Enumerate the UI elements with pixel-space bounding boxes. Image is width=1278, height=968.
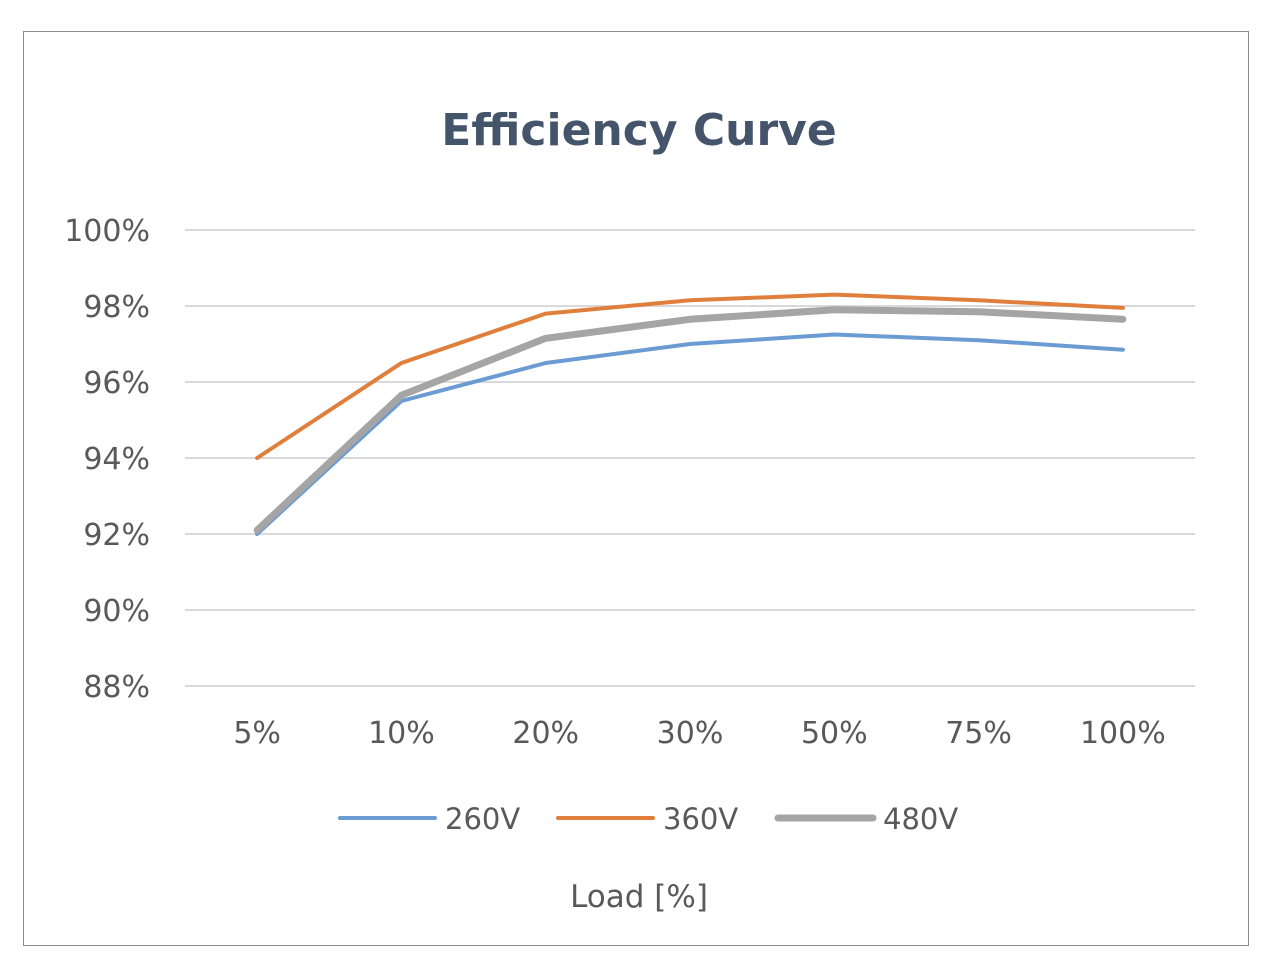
- x-axis-title: Load [%]: [570, 879, 708, 915]
- chart-frame: [23, 31, 1249, 946]
- legend: 260V 360V 480V: [338, 802, 958, 836]
- y-tick-label: 98%: [83, 290, 150, 325]
- chart-title: Efficiency Curve: [441, 105, 836, 156]
- y-tick-label: 90%: [83, 594, 150, 629]
- series-line-360v: [255, 292, 1125, 460]
- legend-label: 480V: [883, 802, 958, 836]
- x-tick-label: 10%: [368, 716, 435, 751]
- gridlines: [185, 229, 1195, 687]
- legend-label: 360V: [663, 802, 738, 836]
- x-tick-label: 20%: [512, 716, 579, 751]
- y-tick-label: 92%: [83, 518, 150, 553]
- y-tick-label: 100%: [64, 214, 150, 249]
- series-line-260v: [255, 332, 1125, 536]
- x-tick-label: 100%: [1080, 716, 1166, 751]
- y-axis-tick-labels: 88% 90% 92% 94% 96% 98% 100%: [64, 214, 150, 705]
- x-tick-label: 5%: [233, 716, 281, 751]
- series-line-480v: [253, 306, 1127, 534]
- x-axis-tick-labels: 5% 10% 20% 30% 50% 75% 100%: [233, 716, 1165, 751]
- x-tick-label: 30%: [657, 716, 724, 751]
- x-tick-label: 50%: [801, 716, 868, 751]
- series-lines: [253, 292, 1127, 536]
- x-tick-label: 75%: [945, 716, 1012, 751]
- y-tick-label: 88%: [83, 670, 150, 705]
- y-tick-label: 96%: [83, 366, 150, 401]
- y-tick-label: 94%: [83, 442, 150, 477]
- legend-label: 260V: [445, 802, 520, 836]
